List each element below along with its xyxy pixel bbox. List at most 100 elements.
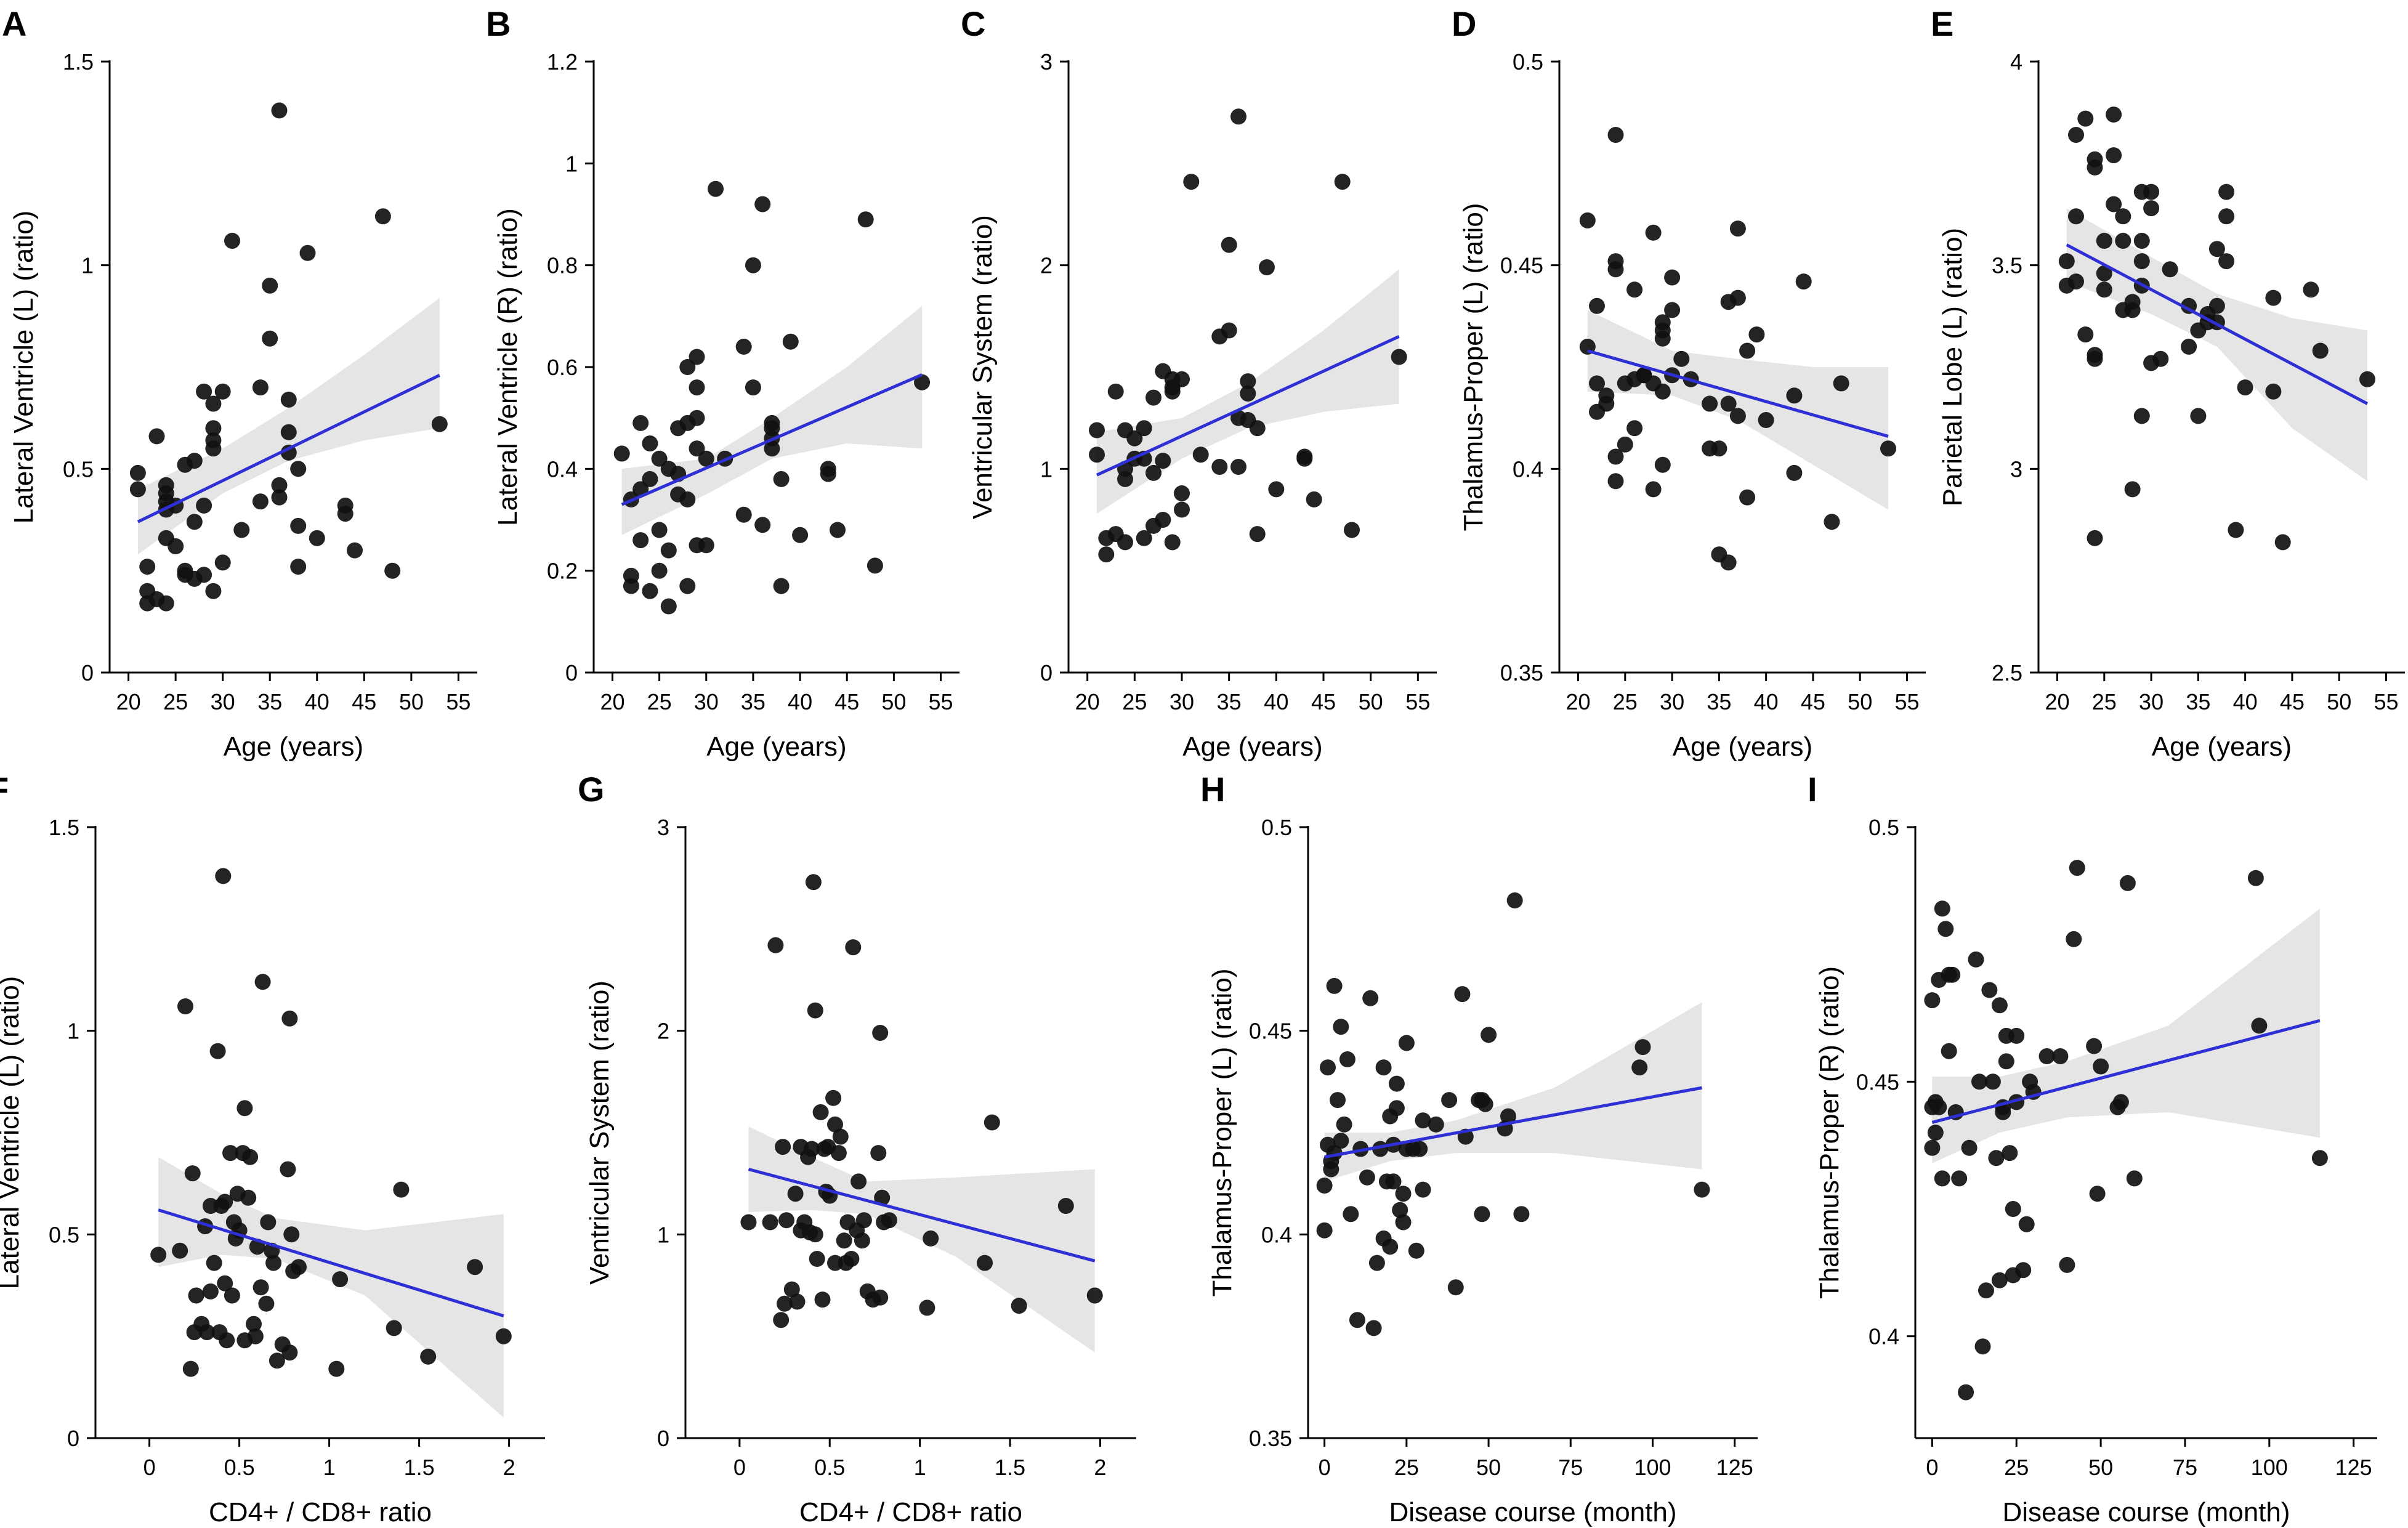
data-point <box>1506 892 1523 908</box>
y-tick-label: 1 <box>1040 456 1052 482</box>
data-point <box>1086 1287 1103 1304</box>
data-point <box>1729 220 1746 237</box>
x-tick-label: 20 <box>600 689 624 714</box>
data-point <box>280 444 297 461</box>
data-point <box>874 1189 891 1206</box>
data-point <box>735 506 752 523</box>
x-tick-label: 40 <box>305 689 329 714</box>
data-point <box>1259 259 1275 275</box>
data-point <box>2106 196 2122 212</box>
y-tick-label: 0.6 <box>547 355 578 380</box>
x-tick-label: 40 <box>1754 689 1779 714</box>
y-axis-title: Thalamus-Proper (L) (ratio) <box>1207 968 1237 1296</box>
data-point <box>420 1348 437 1365</box>
data-point <box>623 578 639 594</box>
panel-letter: H <box>1200 770 1225 809</box>
data-point <box>1183 174 1200 190</box>
data-point <box>1349 1312 1365 1328</box>
y-tick-label: 1.5 <box>49 815 79 840</box>
data-point <box>1155 512 1171 528</box>
regression-line <box>137 373 440 523</box>
data-point <box>689 410 705 426</box>
data-point <box>280 424 297 440</box>
y-axis-title: Ventricular System (ratio) <box>584 980 615 1285</box>
data-point <box>271 102 288 119</box>
y-tick-label: 0.45 <box>1856 1069 1899 1094</box>
x-tick-label: 2 <box>503 1455 515 1480</box>
x-tick-label: 0 <box>1926 1455 1938 1480</box>
data-point <box>651 562 668 579</box>
data-point <box>1758 412 1774 428</box>
x-tick-label: 0.5 <box>814 1455 845 1480</box>
data-point <box>1991 1272 2008 1288</box>
data-point <box>1408 1242 1424 1259</box>
data-point <box>1579 212 1596 228</box>
data-point <box>762 1214 778 1231</box>
panel-h: H 0.35 0.4 0.45 0.5 0 25 50 75 100 125 Disease cour… <box>1200 770 1758 1527</box>
data-point <box>280 391 297 408</box>
data-point <box>1998 1053 2014 1070</box>
data-point <box>708 180 724 197</box>
data-point <box>1645 224 1662 241</box>
data-point <box>804 1141 820 1157</box>
data-point <box>1428 1116 1444 1133</box>
regression-line <box>748 1168 1096 1263</box>
data-point <box>832 1128 849 1145</box>
x-tick-label: 55 <box>929 689 953 714</box>
data-point <box>2087 350 2103 367</box>
x-tick-label: 75 <box>1558 1455 1583 1480</box>
data-point <box>148 428 165 445</box>
x-tick-label: 30 <box>1170 689 1194 714</box>
y-tick-label: 0 <box>657 1426 669 1451</box>
data-point <box>1634 1039 1651 1056</box>
data-point <box>1388 1100 1405 1117</box>
y-axis-title: Thalamus-Proper (R) (ratio) <box>1814 966 1844 1299</box>
data-point <box>172 1242 188 1259</box>
y-tick-label: 1 <box>565 151 578 176</box>
data-point <box>1654 456 1671 473</box>
data-point <box>1398 1035 1415 1051</box>
data-point <box>1934 900 1950 917</box>
x-tick-label: 25 <box>1394 1455 1419 1480</box>
data-point <box>1974 1338 1991 1355</box>
data-point <box>2218 184 2235 200</box>
data-point <box>2152 350 2169 367</box>
data-point <box>1454 986 1471 1003</box>
data-point <box>745 379 761 396</box>
panel-letter: A <box>2 4 26 43</box>
data-point <box>1729 408 1746 424</box>
data-point <box>1654 383 1671 400</box>
x-tick-label: 55 <box>446 689 471 714</box>
panel-letter: B <box>486 4 511 43</box>
y-tick-label: 0.4 <box>547 456 578 482</box>
data-point <box>2115 208 2131 225</box>
data-point <box>1211 459 1228 475</box>
y-tick-label: 0.45 <box>1500 253 1543 278</box>
data-point <box>651 450 668 467</box>
regression-line <box>1931 1019 2321 1124</box>
data-point <box>1268 481 1285 498</box>
confidence-band <box>1324 1002 1702 1182</box>
data-point <box>1477 1096 1493 1112</box>
data-point <box>1395 1186 1412 1202</box>
data-point <box>820 466 836 482</box>
data-point <box>1164 383 1181 400</box>
x-axis-title: Age (years) <box>706 732 846 762</box>
panel-f: F 0 0.5 1 1.5 0 0.5 1 1.5 2 CD4+ / CD8+ ratio Later… <box>0 770 545 1527</box>
data-point <box>1249 526 1266 543</box>
data-point <box>2143 200 2160 217</box>
data-point <box>1333 1133 1349 1149</box>
panel-letter: G <box>578 770 605 809</box>
x-tick-label: 45 <box>352 689 376 714</box>
data-point <box>280 1161 296 1178</box>
data-point <box>1664 269 1681 286</box>
data-point <box>2087 530 2103 546</box>
data-point <box>843 1251 860 1267</box>
data-point <box>2005 1201 2021 1217</box>
data-point <box>205 395 222 412</box>
panel-letter: E <box>1931 4 1953 43</box>
data-point <box>283 1226 300 1243</box>
regression-line <box>2066 243 2369 405</box>
y-tick-label: 2 <box>1040 253 1052 278</box>
data-point <box>1192 447 1209 463</box>
